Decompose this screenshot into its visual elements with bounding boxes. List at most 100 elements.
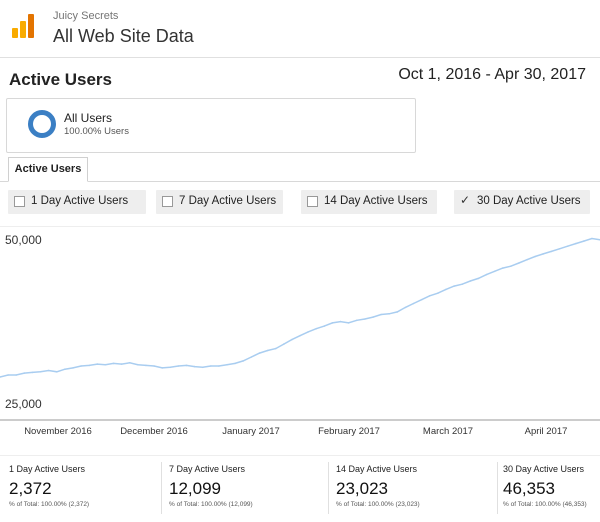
data-point[interactable] bbox=[161, 367, 163, 369]
filter-7-day-active-users[interactable]: 7 Day Active Users bbox=[156, 190, 283, 214]
data-point[interactable] bbox=[518, 262, 520, 264]
data-point[interactable] bbox=[96, 363, 99, 365]
data-point[interactable] bbox=[428, 295, 431, 297]
data-point[interactable] bbox=[323, 325, 326, 327]
data-point[interactable] bbox=[501, 267, 504, 269]
data-point[interactable] bbox=[388, 313, 391, 315]
x-tick-label: November 2016 bbox=[24, 426, 92, 437]
data-point[interactable] bbox=[218, 365, 220, 367]
data-point[interactable] bbox=[31, 371, 34, 374]
data-point[interactable] bbox=[153, 365, 155, 367]
data-point[interactable] bbox=[307, 331, 309, 333]
data-point[interactable] bbox=[591, 237, 593, 240]
data-point[interactable] bbox=[396, 311, 399, 313]
data-point[interactable] bbox=[412, 302, 415, 305]
data-point[interactable] bbox=[510, 265, 512, 267]
data-point[interactable] bbox=[15, 374, 17, 376]
data-point[interactable] bbox=[39, 371, 42, 373]
data-point[interactable] bbox=[291, 338, 293, 341]
data-point[interactable] bbox=[56, 371, 58, 373]
filter-14-day-active-users[interactable]: 14 Day Active Users bbox=[301, 190, 437, 214]
data-point[interactable] bbox=[526, 258, 528, 261]
data-point[interactable] bbox=[234, 362, 236, 365]
data-point[interactable] bbox=[258, 352, 261, 354]
metric-separator bbox=[328, 462, 329, 514]
data-point[interactable] bbox=[88, 364, 90, 367]
analytics-logo-icon[interactable] bbox=[12, 14, 34, 38]
data-point[interactable] bbox=[364, 318, 366, 320]
data-point[interactable] bbox=[250, 356, 253, 358]
metric-value: 2,372 bbox=[9, 479, 52, 498]
data-point[interactable] bbox=[104, 363, 107, 366]
data-point[interactable] bbox=[534, 255, 536, 258]
data-point[interactable] bbox=[356, 319, 358, 322]
tab-active-users[interactable]: Active Users bbox=[8, 157, 88, 182]
data-point[interactable] bbox=[437, 292, 439, 294]
data-point[interactable] bbox=[583, 240, 585, 242]
data-point[interactable] bbox=[404, 306, 407, 309]
account-name[interactable]: Juicy Secrets bbox=[53, 10, 119, 22]
data-point[interactable] bbox=[574, 242, 577, 245]
data-point[interactable] bbox=[274, 347, 277, 350]
data-point[interactable] bbox=[299, 334, 301, 337]
metric-label: 7 Day Active Users bbox=[169, 464, 246, 474]
data-point[interactable] bbox=[112, 362, 115, 365]
data-point[interactable] bbox=[145, 364, 147, 367]
data-point[interactable] bbox=[226, 363, 228, 366]
checkmark-icon[interactable]: ✓ bbox=[460, 193, 471, 207]
data-point[interactable] bbox=[477, 277, 480, 280]
data-point[interactable] bbox=[47, 369, 50, 372]
checkbox-icon[interactable] bbox=[14, 196, 25, 207]
data-point[interactable] bbox=[193, 365, 196, 368]
data-point[interactable] bbox=[453, 285, 455, 287]
metric-total: % of Total: 100.00% (23,023) bbox=[336, 501, 420, 508]
data-point[interactable] bbox=[185, 364, 188, 367]
checkbox-icon[interactable] bbox=[307, 196, 318, 207]
data-point[interactable] bbox=[485, 273, 488, 276]
data-point[interactable] bbox=[469, 280, 472, 282]
data-point[interactable] bbox=[128, 362, 131, 364]
data-point[interactable] bbox=[242, 360, 244, 362]
filter-label: 30 Day Active Users bbox=[477, 195, 581, 207]
data-point[interactable] bbox=[177, 365, 180, 367]
property-view-name[interactable]: All Web Site Data bbox=[53, 26, 194, 46]
data-point[interactable] bbox=[315, 327, 318, 330]
data-point[interactable] bbox=[7, 374, 9, 376]
filter-label: 7 Day Active Users bbox=[179, 195, 277, 207]
data-point[interactable] bbox=[23, 372, 26, 374]
data-point[interactable] bbox=[137, 363, 139, 366]
filter-label: 1 Day Active Users bbox=[31, 195, 129, 207]
data-point[interactable] bbox=[566, 245, 569, 247]
filter-30-day-active-users[interactable]: ✓ 30 Day Active Users bbox=[454, 190, 590, 214]
data-point[interactable] bbox=[120, 363, 123, 365]
data-point[interactable] bbox=[0, 376, 1, 378]
data-point[interactable] bbox=[283, 343, 285, 345]
data-point[interactable] bbox=[72, 367, 74, 369]
data-point[interactable] bbox=[542, 253, 544, 255]
data-point[interactable] bbox=[339, 320, 342, 323]
segment-card[interactable]: All Users 100.00% Users bbox=[6, 98, 416, 153]
data-point[interactable] bbox=[493, 270, 496, 273]
metric-value: 23,023 bbox=[336, 479, 388, 498]
data-point[interactable] bbox=[550, 250, 553, 253]
date-range-picker[interactable]: Oct 1, 2016 - Apr 30, 2017 bbox=[398, 66, 586, 83]
data-point[interactable] bbox=[169, 366, 172, 369]
filter-1-day-active-users[interactable]: 1 Day Active Users bbox=[8, 190, 146, 214]
active-users-line-chart[interactable]: 50,000 25,000 November 2016 December 201… bbox=[0, 226, 600, 441]
data-point[interactable] bbox=[331, 322, 334, 324]
data-point[interactable] bbox=[445, 288, 447, 291]
data-point[interactable] bbox=[347, 322, 350, 324]
data-point[interactable] bbox=[380, 313, 382, 316]
data-point[interactable] bbox=[210, 365, 212, 367]
data-point[interactable] bbox=[558, 248, 561, 250]
data-point[interactable] bbox=[64, 368, 66, 370]
checkbox-icon[interactable] bbox=[162, 196, 173, 207]
data-point[interactable] bbox=[420, 298, 423, 301]
data-point[interactable] bbox=[266, 349, 269, 352]
data-point[interactable] bbox=[80, 365, 82, 367]
data-point[interactable] bbox=[372, 316, 374, 318]
metric-14-day-active-users: 14 Day Active Users 23,023 % of Total: 1… bbox=[336, 462, 491, 514]
segment-percent: 100.00% Users bbox=[64, 126, 129, 137]
data-point[interactable] bbox=[201, 366, 204, 369]
data-point[interactable] bbox=[461, 283, 464, 285]
